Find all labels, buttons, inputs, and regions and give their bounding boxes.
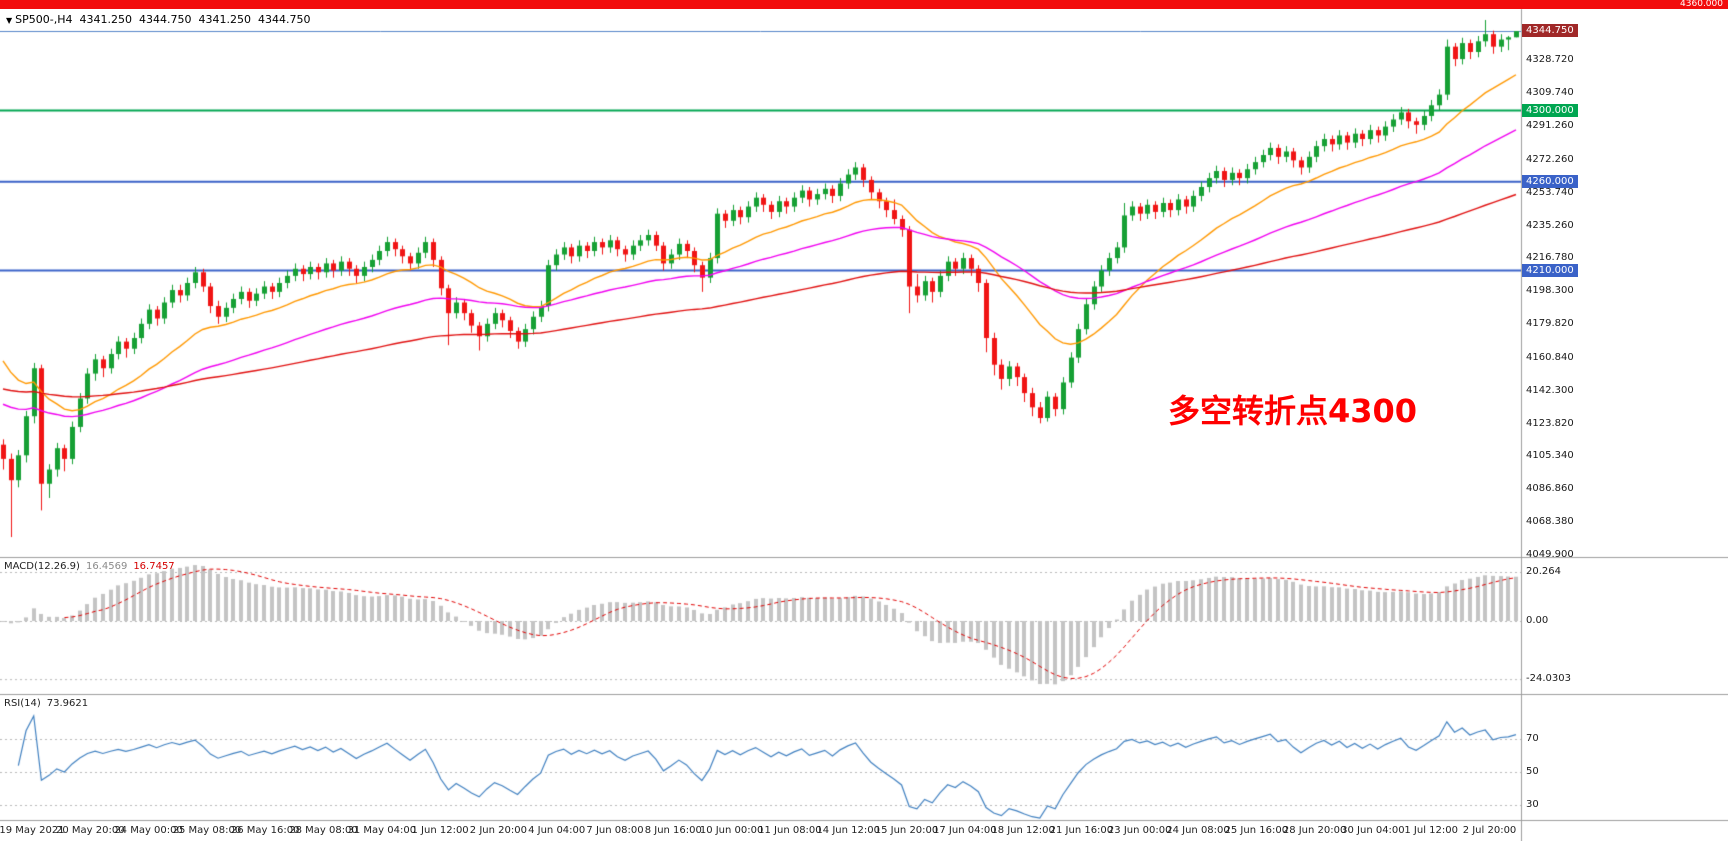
time-tick: 8 Jun 16:00 xyxy=(644,825,702,836)
time-tick: 23 Jun 00:00 xyxy=(1107,825,1172,836)
time-tick: 31 May 04:00 xyxy=(347,825,417,836)
time-tick: 14 Jun 12:00 xyxy=(816,825,880,836)
time-tick: 18 Jun 12:00 xyxy=(991,825,1055,836)
time-tick: 20 May 20:00 xyxy=(56,825,125,836)
time-tick: 30 Jun 04:00 xyxy=(1341,825,1405,836)
symbol-info: ▼ SP500-,H4 4341.250 4344.750 4341.250 4344.7… xyxy=(6,13,318,26)
resistance-line-4360: 4360.000 xyxy=(0,0,1728,9)
time-tick: 24 Jun 08:00 xyxy=(1166,825,1230,836)
time-tick: 1 Jun 12:00 xyxy=(411,825,469,836)
rsi-label: RSI(14) xyxy=(4,698,41,709)
time-tick: 25 Jun 16:00 xyxy=(1224,825,1289,836)
time-tick: 28 May 08:00 xyxy=(289,825,358,836)
rsi-indicator-header: RSI(14) 73.9621 xyxy=(4,698,94,709)
time-tick: 24 May 00:00 xyxy=(114,825,183,836)
time-tick: 25 May 08:00 xyxy=(172,825,242,836)
time-tick: 2 Jun 20:00 xyxy=(469,825,527,836)
macd-label: MACD(12.26.9) xyxy=(4,561,80,572)
time-tick: 2 Jul 20:00 xyxy=(1462,825,1517,836)
time-tick: 26 May 16:00 xyxy=(230,825,300,836)
time-tick: 4 Jun 04:00 xyxy=(528,825,586,836)
time-tick: 1 Jul 12:00 xyxy=(1404,825,1458,836)
time-tick: 7 Jun 08:00 xyxy=(586,825,644,836)
macd-main-value: 16.4569 xyxy=(85,561,128,572)
macd-signal-value: 16.7457 xyxy=(133,561,175,572)
rsi-value: 73.9621 xyxy=(46,698,89,709)
time-tick: 21 Jun 16:00 xyxy=(1049,825,1114,836)
quote-low: 4341.250 xyxy=(198,13,252,26)
quote-open: 4341.250 xyxy=(79,13,133,26)
time-tick: 17 Jun 04:00 xyxy=(933,825,997,836)
symbol-name: SP500-,H4 xyxy=(15,13,73,26)
symbol-dropdown-icon[interactable]: ▼ xyxy=(6,16,13,25)
time-tick: 19 May 2021 xyxy=(0,825,65,836)
quote-high: 4344.750 xyxy=(139,13,192,26)
quote-close: 4344.750 xyxy=(258,13,311,26)
time-tick: 10 Jun 00:00 xyxy=(699,825,764,836)
price-line-label-4360: 4360.000 xyxy=(1680,0,1723,9)
macd-indicator-header: MACD(12.26.9) 16.4569 16.7457 xyxy=(4,561,181,572)
time-tick: 15 Jun 20:00 xyxy=(874,825,939,836)
time-tick: 28 Jun 20:00 xyxy=(1282,825,1347,836)
time-tick: 11 Jun 08:00 xyxy=(758,825,822,836)
chart-annotation-text: 多空转折点4300 xyxy=(1168,392,1418,430)
